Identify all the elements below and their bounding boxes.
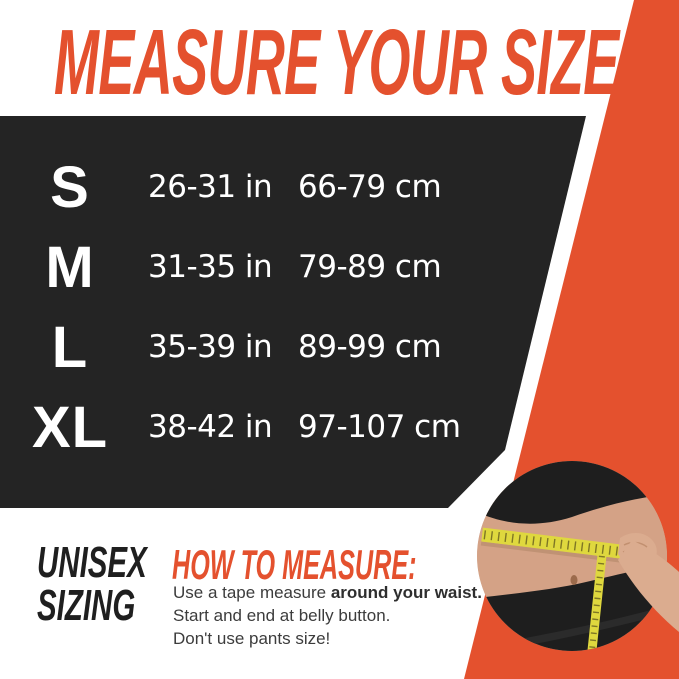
instruction-line-2: Start and end at belly button. bbox=[173, 606, 391, 625]
unisex-line1: UNISEX bbox=[37, 538, 147, 587]
measuring-tape-end bbox=[585, 553, 607, 651]
instruction-line-1-bold: around your waist. bbox=[330, 583, 482, 602]
cm-range: 66-79 cm bbox=[298, 169, 442, 205]
how-to-measure-heading: HOW TO MEASURE: bbox=[172, 541, 417, 588]
page-title: MEASURE YOUR SIZE bbox=[54, 10, 619, 114]
size-label: M bbox=[45, 234, 95, 300]
unisex-line2: SIZING bbox=[37, 581, 136, 630]
inches-range: 31-35 in bbox=[148, 249, 273, 285]
waist-photo bbox=[477, 461, 679, 651]
inches-range: 38-42 in bbox=[148, 409, 273, 445]
size-chart-panel bbox=[0, 116, 586, 508]
size-label: XL bbox=[31, 394, 109, 460]
size-row-m: M 31-35 in 79-89 cm bbox=[0, 227, 520, 307]
forearm bbox=[618, 540, 679, 632]
size-label: L bbox=[51, 314, 89, 380]
cm-range: 79-89 cm bbox=[298, 249, 442, 285]
size-row-l: L 35-39 in 89-99 cm bbox=[0, 307, 520, 387]
cm-range: 97-107 cm bbox=[298, 409, 461, 445]
instruction-line-1-regular: Use a tape measure bbox=[173, 583, 331, 602]
size-label: S bbox=[50, 154, 90, 220]
photo-pants bbox=[477, 558, 667, 651]
size-row-xl: XL 38-42 in 97-107 cm bbox=[0, 387, 520, 467]
instruction-line-1: Use a tape measure around your waist. bbox=[173, 581, 482, 604]
navel bbox=[570, 575, 578, 585]
photo-top-garment bbox=[477, 461, 667, 524]
instruction-line-3: Don't use pants size! bbox=[173, 629, 331, 648]
size-row-s: S 26-31 in 66-79 cm bbox=[0, 147, 520, 227]
cm-range: 89-99 cm bbox=[298, 329, 442, 365]
inches-range: 35-39 in bbox=[148, 329, 273, 365]
measure-instructions: Use a tape measure around your waist. St… bbox=[173, 581, 482, 650]
unisex-sizing-label: UNISEX SIZING bbox=[37, 538, 147, 630]
inches-range: 26-31 in bbox=[148, 169, 273, 205]
